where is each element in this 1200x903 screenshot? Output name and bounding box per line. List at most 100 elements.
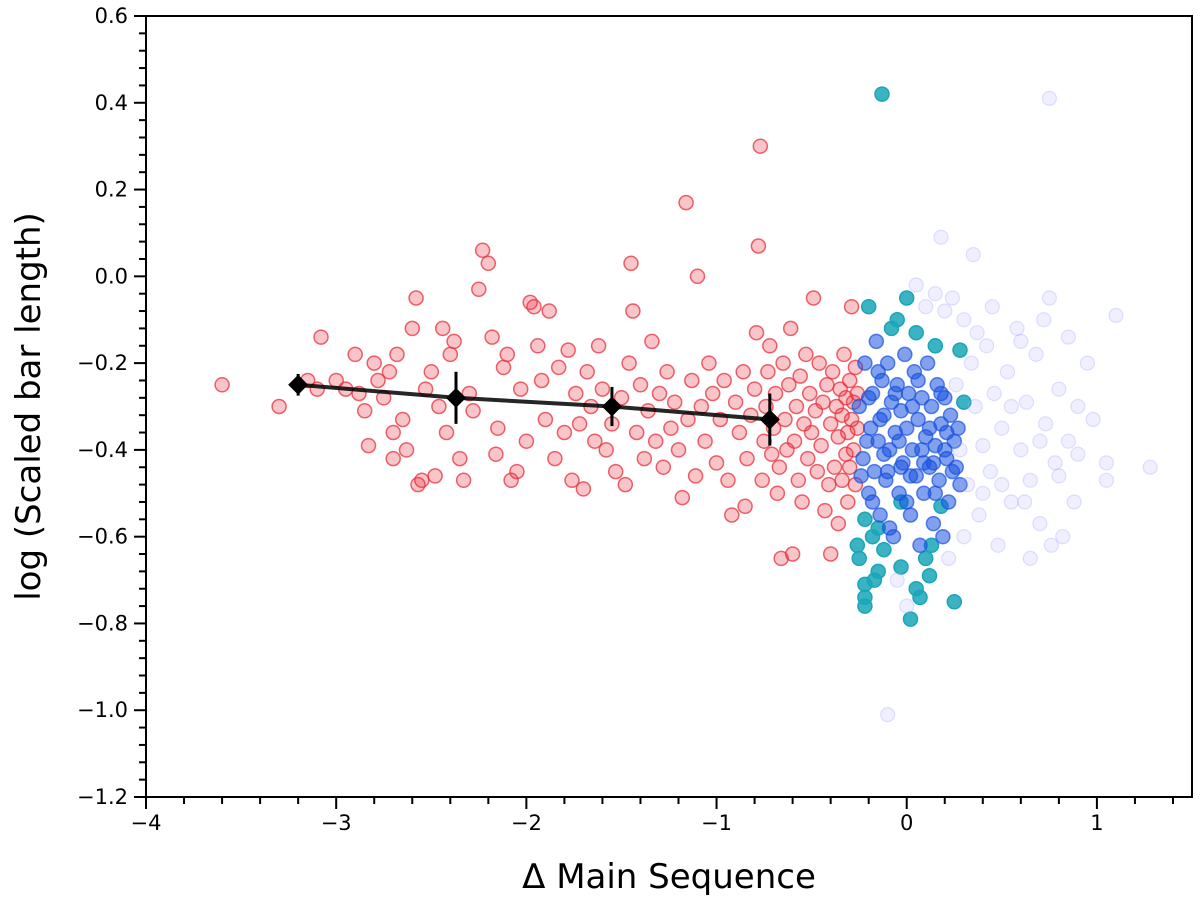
data-point <box>803 424 820 441</box>
data-point <box>794 494 810 510</box>
data-point <box>921 567 938 584</box>
data-point <box>927 338 944 354</box>
data-point <box>855 450 871 467</box>
data-point <box>442 346 459 363</box>
data-point <box>598 442 614 458</box>
data-point <box>724 507 740 523</box>
data-point <box>509 463 525 480</box>
data-point <box>809 463 826 480</box>
x-tick-label: −1 <box>701 811 732 835</box>
data-point <box>879 463 896 480</box>
data-point <box>925 455 942 471</box>
data-point <box>938 424 955 441</box>
data-point <box>465 403 481 419</box>
data-point <box>908 277 924 293</box>
data-point <box>556 424 573 441</box>
data-point <box>822 546 839 562</box>
data-point <box>923 398 940 415</box>
data-point <box>948 377 964 393</box>
data-point <box>832 381 848 397</box>
data-point <box>1032 515 1048 532</box>
data-point <box>849 537 866 554</box>
data-point <box>919 355 936 371</box>
data-point <box>313 329 329 345</box>
data-point <box>568 385 584 402</box>
data-point <box>790 472 807 489</box>
data-point <box>912 537 928 554</box>
data-point <box>849 420 866 436</box>
data-point <box>452 450 468 467</box>
data-point <box>834 472 850 489</box>
data-point <box>805 290 822 306</box>
data-point <box>659 364 675 380</box>
data-point <box>967 398 983 415</box>
data-point <box>800 450 816 467</box>
data-point <box>942 407 959 423</box>
data-point <box>1085 411 1101 428</box>
data-point <box>550 359 567 376</box>
data-point <box>490 420 506 436</box>
data-point <box>737 498 753 515</box>
data-point <box>398 442 415 458</box>
data-point <box>760 364 776 380</box>
data-point <box>1060 433 1077 449</box>
data-point <box>883 320 900 337</box>
data-point <box>956 529 972 545</box>
data-point <box>533 372 550 389</box>
data-point <box>647 433 664 449</box>
data-point <box>956 394 972 410</box>
data-point <box>870 563 886 580</box>
data-point <box>1022 472 1038 488</box>
data-point <box>828 398 845 415</box>
data-point <box>431 398 447 415</box>
data-point <box>1016 494 1033 510</box>
data-point <box>697 433 713 449</box>
data-point <box>927 286 943 302</box>
data-point <box>775 355 791 371</box>
data-point <box>455 472 472 489</box>
data-point <box>773 550 789 567</box>
data-point <box>870 364 886 380</box>
data-point <box>499 346 516 363</box>
data-point <box>904 398 921 415</box>
x-axis: −4 −3 −2 −1 0 1 <box>131 797 1174 835</box>
data-point <box>632 377 649 393</box>
data-point <box>851 550 867 567</box>
data-point <box>746 381 763 397</box>
binned-mean-marker <box>445 387 466 408</box>
data-point <box>571 416 588 432</box>
data-point <box>689 268 706 285</box>
x-axis-label: Δ Main Sequence <box>522 857 816 897</box>
data-point <box>1013 442 1029 458</box>
data-point <box>834 407 850 423</box>
binned-mean-layer <box>288 371 780 446</box>
data-point <box>891 433 907 449</box>
data-point <box>1070 446 1086 462</box>
data-point <box>651 385 668 402</box>
data-point <box>575 481 592 497</box>
data-point <box>366 355 382 371</box>
data-point <box>708 455 725 471</box>
data-point <box>693 398 710 415</box>
data-point <box>434 320 451 337</box>
series-3 <box>880 90 1158 723</box>
data-point <box>801 385 818 402</box>
data-point <box>530 338 546 354</box>
y-tick-label: −1.2 <box>77 785 128 809</box>
data-point <box>813 437 829 454</box>
data-point <box>902 468 919 484</box>
data-point <box>670 442 687 458</box>
data-point <box>214 377 230 393</box>
data-point <box>902 507 919 523</box>
data-point <box>727 394 744 410</box>
data-point <box>784 546 801 562</box>
data-point <box>1041 290 1058 306</box>
data-point <box>750 238 767 254</box>
y-tick-label: 0.4 <box>95 91 128 115</box>
y-tick-label: −1.0 <box>77 698 128 722</box>
data-point <box>898 420 915 436</box>
x-tick-label: −4 <box>131 811 162 835</box>
data-point <box>815 394 831 410</box>
data-point <box>857 598 873 614</box>
data-point <box>830 429 847 445</box>
